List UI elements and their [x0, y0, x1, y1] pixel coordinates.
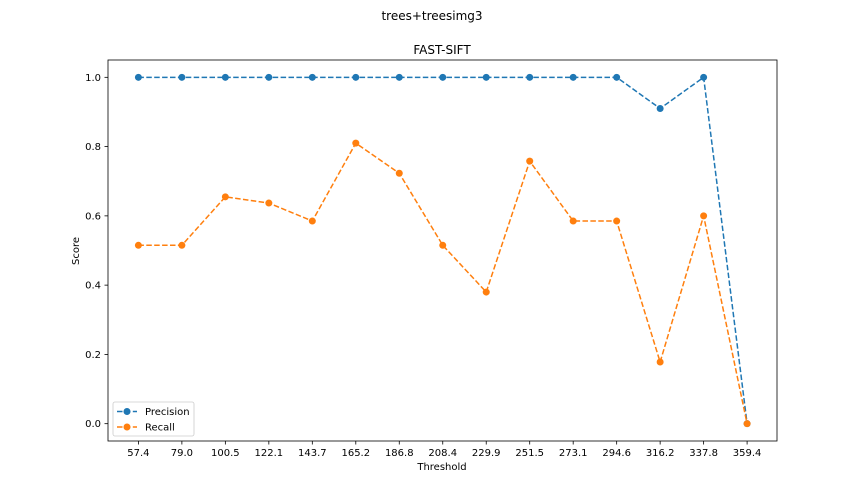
data-point-recall: [526, 157, 534, 165]
data-point-precision: [308, 73, 316, 81]
x-tick-label: 316.2: [646, 448, 675, 459]
data-point-precision: [656, 104, 664, 112]
y-tick-label: 0.8: [85, 142, 101, 153]
data-point-recall: [352, 139, 360, 147]
data-point-recall: [700, 212, 708, 220]
x-tick-label: 57.4: [127, 448, 149, 459]
data-point-precision: [569, 73, 577, 81]
y-tick-label: 0.6: [85, 211, 101, 222]
data-point-recall: [482, 288, 490, 296]
legend-label-precision: Precision: [145, 407, 190, 418]
data-point-precision: [352, 73, 360, 81]
data-point-precision: [482, 73, 490, 81]
data-point-recall: [221, 193, 229, 201]
data-point-precision: [439, 73, 447, 81]
x-tick-label: 273.1: [559, 448, 588, 459]
data-point-recall: [265, 199, 273, 207]
plot-area: 57.4 79.0 100.5 122.1 143.7 165.2 186.8 208.4 22…: [85, 59, 778, 459]
y-tick-label: 0.0: [85, 419, 101, 430]
x-axis-label: Threshold: [416, 462, 466, 473]
x-tick-label: 208.4: [428, 448, 457, 459]
chart-title: FAST-SIFT: [413, 43, 471, 57]
x-tick-label: 294.6: [602, 448, 631, 459]
data-point-recall: [178, 241, 186, 249]
data-point-recall: [656, 358, 664, 366]
x-tick-label: 251.5: [515, 448, 544, 459]
x-tick-label: 337.8: [689, 448, 718, 459]
x-tick-label: 186.8: [385, 448, 414, 459]
data-point-precision: [265, 73, 273, 81]
legend-marker-precision: [123, 408, 131, 415]
data-point-recall: [134, 241, 142, 249]
series-line-precision: [138, 75, 748, 424]
legend-label-recall: Recall: [145, 423, 175, 434]
x-tick-label: 79.0: [171, 448, 193, 459]
data-point-recall: [613, 217, 621, 225]
x-tick-label: 100.5: [211, 448, 240, 459]
figure-suptitle: trees+treesimg3: [381, 9, 482, 23]
y-axis-label: Score: [71, 237, 82, 265]
data-point-precision: [395, 73, 403, 81]
y-tick-label: 1.0: [85, 73, 101, 84]
x-tick-label: 143.7: [298, 448, 327, 459]
data-point-recall: [743, 420, 751, 428]
y-tick-label: 0.2: [85, 350, 101, 361]
data-point-precision: [526, 73, 534, 81]
x-tick-label: 359.4: [733, 448, 762, 459]
series-line-recall: [138, 142, 748, 424]
y-tick-label: 0.4: [85, 281, 101, 292]
data-point-precision: [178, 73, 186, 81]
data-point-precision: [613, 73, 621, 81]
legend-marker-recall: [123, 423, 131, 431]
data-point-precision: [134, 73, 142, 81]
data-point-precision: [700, 73, 708, 81]
data-point-recall: [569, 217, 577, 225]
data-point-precision: [221, 73, 229, 81]
data-point-recall: [308, 217, 316, 225]
x-tick-label: 122.1: [255, 448, 284, 459]
axes-frame: [107, 59, 778, 442]
x-tick-label: 229.9: [472, 448, 501, 459]
x-tick-label: 165.2: [341, 448, 370, 459]
legend: Precision Recall: [112, 401, 195, 437]
data-point-recall: [395, 169, 403, 177]
data-point-recall: [439, 241, 447, 249]
